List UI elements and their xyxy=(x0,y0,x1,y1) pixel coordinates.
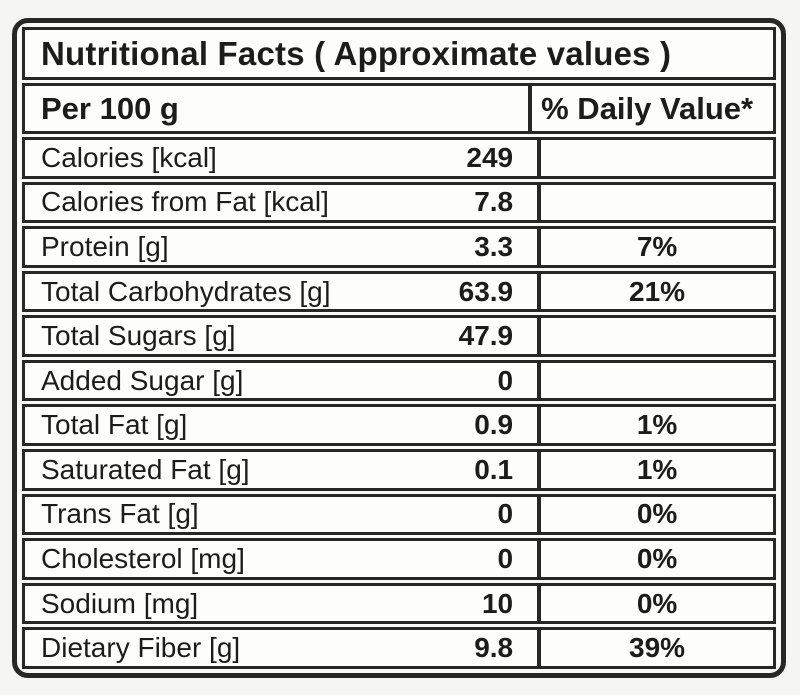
table-row-total-sugars: Total Sugars [g] 47.9 xyxy=(22,315,776,357)
nutrient-label: Calories from Fat [kcal] xyxy=(41,186,329,218)
nutrient-value: 9.8 xyxy=(474,632,514,664)
daily-value-header: % Daily Value* xyxy=(528,86,773,131)
nutrient-label: Saturated Fat [g] xyxy=(41,453,250,485)
table-row-total-fat: Total Fat [g] 0.9 1% xyxy=(22,404,776,447)
nutrient-daily-value: 21% xyxy=(537,273,773,310)
table-row-added-sugar: Added Sugar [g] 0 xyxy=(22,359,776,402)
nutrient-value: 0.9 xyxy=(474,409,514,441)
nutrient-value: 47.9 xyxy=(458,320,514,352)
nutrient-value: 0.1 xyxy=(474,453,514,485)
nutrient-label: Total Sugars [g] xyxy=(41,320,236,352)
table-row-dietary-fiber: Dietary Fiber [g] 9.8 39% xyxy=(22,627,776,669)
nutrition-facts-label: Nutritional Facts ( Approximate values )… xyxy=(12,18,786,678)
nutrient-label: Sodium [mg] xyxy=(41,587,199,619)
nutrient-value: 0 xyxy=(497,542,514,574)
nutrient-value: 3.3 xyxy=(474,230,514,262)
nutrient-daily-value: 1% xyxy=(537,407,773,444)
table-row-sodium: Sodium [mg] 10 0% xyxy=(22,582,776,625)
nutrient-daily-value xyxy=(537,362,773,399)
nutrient-label: Added Sugar [g] xyxy=(41,364,244,396)
nutrient-value: 249 xyxy=(466,141,514,173)
nutrient-label: Dietary Fiber [g] xyxy=(41,632,241,664)
nutrient-label: Calories [kcal] xyxy=(41,141,217,173)
nutrient-label: Total Carbohydrates [g] xyxy=(41,275,331,307)
nutrient-label: Cholesterol [mg] xyxy=(41,542,245,574)
table-row-saturated-fat: Saturated Fat [g] 0.1 1% xyxy=(22,449,776,491)
table-header-row: Per 100 g % Daily Value* xyxy=(22,83,776,134)
nutrient-label: Protein [g] xyxy=(41,230,169,262)
nutrient-daily-value: 0% xyxy=(537,541,773,577)
nutrient-daily-value xyxy=(537,318,773,354)
nutrient-label: Total Fat [g] xyxy=(41,409,188,441)
nutrient-value: 63.9 xyxy=(458,275,514,307)
nutrient-daily-value: 7% xyxy=(537,229,773,265)
nutrient-value: 0 xyxy=(497,498,514,530)
nutrient-daily-value xyxy=(537,140,773,176)
serving-size-header: Per 100 g xyxy=(41,90,179,126)
label-title: Nutritional Facts ( Approximate values ) xyxy=(22,27,776,80)
nutrient-label: Trans Fat [g] xyxy=(41,498,199,530)
nutrient-value: 7.8 xyxy=(474,186,514,218)
nutrient-daily-value: 1% xyxy=(537,452,773,488)
nutrient-value: 0 xyxy=(497,364,514,396)
nutrient-value: 10 xyxy=(481,587,514,619)
nutrient-daily-value: 0% xyxy=(537,496,773,533)
table-row-protein: Protein [g] 3.3 7% xyxy=(22,226,776,268)
table-row-total-carbohydrates: Total Carbohydrates [g] 63.9 21% xyxy=(22,270,776,313)
table-row-calories-from-fat: Calories from Fat [kcal] 7.8 xyxy=(22,181,776,224)
nutrient-daily-value: 39% xyxy=(537,630,773,666)
table-row-trans-fat: Trans Fat [g] 0 0% xyxy=(22,493,776,536)
table-row-cholesterol: Cholesterol [mg] 0 0% xyxy=(22,538,776,580)
table-row-calories: Calories [kcal] 249 xyxy=(22,137,776,179)
nutrient-daily-value xyxy=(537,184,773,221)
nutrient-daily-value: 0% xyxy=(537,585,773,622)
